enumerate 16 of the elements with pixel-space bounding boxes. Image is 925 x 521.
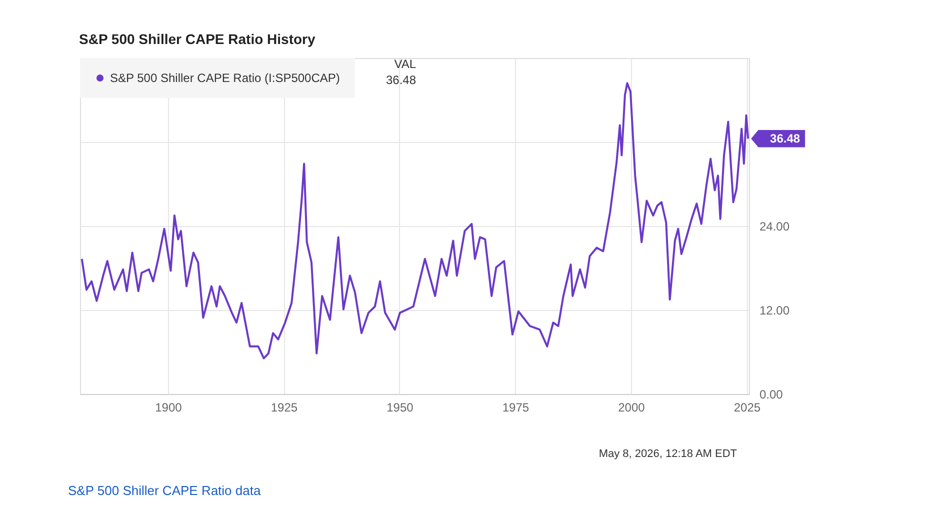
legend-label: S&P 500 Shiller CAPE Ratio (I:SP500CAP) xyxy=(110,71,340,85)
y-tick-label: 24.00 xyxy=(760,220,790,234)
x-tick-label: 2000 xyxy=(618,400,646,414)
annotation: 36.48 xyxy=(770,132,800,146)
chart-title: S&P 500 Shiller CAPE Ratio History xyxy=(79,31,316,47)
x-tick-label: 1925 xyxy=(270,400,298,414)
text: S&P 500 Shiller CAPE Ratio data xyxy=(68,483,262,498)
y-tick-label: 0.00 xyxy=(760,388,784,402)
annotation: VAL xyxy=(394,57,416,71)
annotation: 36.48 xyxy=(386,73,416,87)
text: May 8, 2026, 12:18 AM EDT xyxy=(598,448,738,460)
y-tick-label: 12.00 xyxy=(760,304,790,318)
x-tick-label: 2025 xyxy=(734,400,761,414)
x-tick-label: 1900 xyxy=(155,400,182,414)
x-tick-label: 1975 xyxy=(502,400,530,414)
x-tick-label: 1950 xyxy=(386,400,414,414)
